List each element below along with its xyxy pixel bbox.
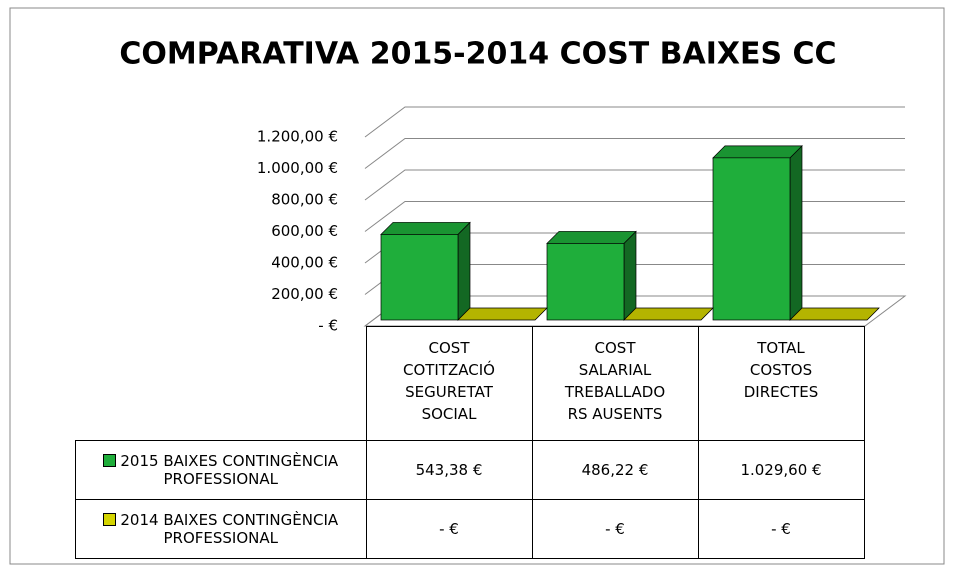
value-label: 543,38 € [365,440,533,500]
value-label: 1.029,60 € [697,440,865,500]
value-label: - € [531,499,699,559]
bar-top [789,307,880,321]
bar-side [457,221,471,321]
legend-swatch [103,454,117,467]
legend-swatch [103,513,117,526]
y-tick-label: 400,00 € [271,254,338,272]
category-label: COST SALARIAL TREBALLADO RS AUSENTS [531,326,699,441]
legend-cell: 2015 BAIXES CONTINGÈNCIA PROFESSIONAL [75,440,367,500]
bar-top [457,307,548,321]
y-tick-label: 600,00 € [271,222,338,240]
bar-side [789,144,803,321]
bar-front [546,243,625,321]
grid-line [364,138,905,169]
y-tick-label: - € [318,317,338,335]
chart-title: COMPARATIVA 2015-2014 COST BAIXES CC [119,37,836,72]
bar [623,307,714,321]
grid-line [364,106,905,138]
legend-label: 2015 BAIXES CONTINGÈNCIA PROFESSIONAL [120,452,339,488]
series-row: 2014 BAIXES CONTINGÈNCIA PROFESSIONAL - €… [75,499,865,559]
bar [457,307,548,321]
value-label: - € [365,499,533,559]
data-table: COST COTITZACIÓ SEGURETAT SOCIAL COST SAL… [75,326,865,559]
grid-line [364,169,905,201]
bar [712,144,803,321]
bar-side [623,230,637,321]
series-row: 2015 BAIXES CONTINGÈNCIA PROFESSIONAL 543… [75,440,865,500]
value-label: - € [697,499,865,559]
bar-front [380,234,459,321]
legend-cell: 2014 BAIXES CONTINGÈNCIA PROFESSIONAL [75,499,367,559]
bar-top [380,222,471,235]
legend-label: 2014 BAIXES CONTINGÈNCIA PROFESSIONAL [120,511,339,547]
y-tick-label: 1.000,00 € [257,159,338,177]
y-tick-label: 800,00 € [271,191,338,209]
bar [789,307,880,321]
y-tick-label: 200,00 € [271,285,338,303]
category-label: COST COTITZACIÓ SEGURETAT SOCIAL [365,326,533,441]
bar-top [712,145,803,159]
bar-top [546,231,637,244]
header-row: COST COTITZACIÓ SEGURETAT SOCIAL COST SAL… [76,326,865,441]
bar [380,221,471,321]
chart-frame [9,7,945,565]
y-tick-label: 1.200,00 € [257,128,338,146]
category-label: TOTAL COSTOS DIRECTES [697,326,865,441]
value-label: 486,22 € [531,440,699,500]
bar-front [712,157,791,321]
bar [546,230,637,321]
bar-top [623,307,714,321]
blank-cell [76,327,367,441]
